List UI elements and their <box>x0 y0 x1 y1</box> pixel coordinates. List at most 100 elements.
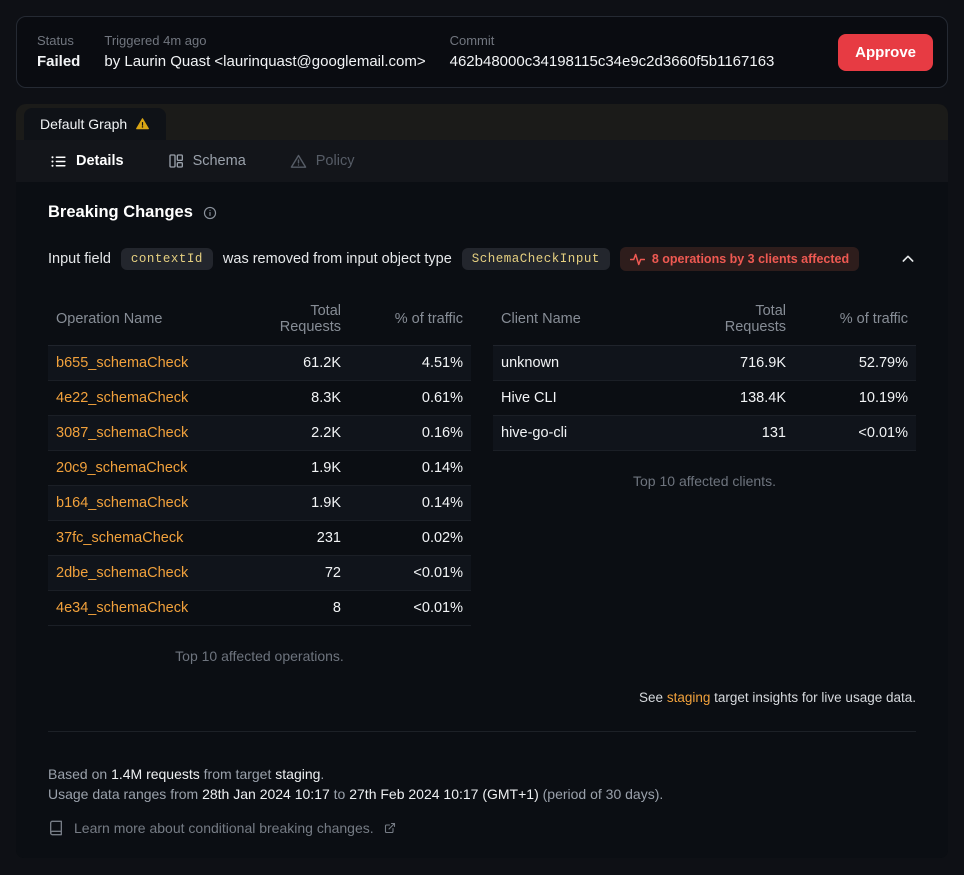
section-title: Breaking Changes <box>48 203 193 221</box>
triggered-author: by Laurin Quast <laurinquast@googlemail.… <box>104 53 426 70</box>
tab-policy-label: Policy <box>315 153 355 169</box>
tab-schema[interactable]: Schema <box>168 153 246 169</box>
requests-value: 131 <box>761 425 786 441</box>
external-link-icon <box>384 822 396 834</box>
range-to: to <box>333 786 346 802</box>
table-row: 2dbe_schemaCheck 72 <0.01% <box>48 556 471 591</box>
warning-icon <box>135 117 150 131</box>
usage-summary: Based on 1.4M requests from target stagi… <box>48 764 916 804</box>
requests-value: 1.9K <box>311 495 341 511</box>
table-row: Hive CLI 138.4K 10.19% <box>493 381 916 416</box>
commit-group: Commit 462b48000c34198115c34e9c2d3660f5b… <box>450 33 775 71</box>
tab-schema-label: Schema <box>192 153 246 169</box>
requests-value: 1.9K <box>311 460 341 476</box>
requests-value: 72 <box>324 565 341 581</box>
footer-divider <box>48 731 916 732</box>
operation-link[interactable]: b164_schemaCheck <box>56 495 189 511</box>
operation-link[interactable]: 20c9_schemaCheck <box>56 460 188 476</box>
graph-tab-label: Default Graph <box>40 116 128 132</box>
based-middle: from target <box>203 766 272 782</box>
approve-button[interactable]: Approve <box>838 33 933 71</box>
info-icon[interactable] <box>203 206 217 220</box>
clients-table: Client Name Total Requests % of traffic … <box>493 295 916 664</box>
book-icon <box>48 820 64 836</box>
affected-badge-label: 8 operations by 3 clients affected <box>651 252 850 266</box>
commit-label: Commit <box>449 33 495 48</box>
field-code-chip: contextId <box>120 248 213 270</box>
graph-tab-strip: Default Graph <box>16 104 948 140</box>
traffic-value: 0.14% <box>421 495 463 511</box>
list-icon <box>50 153 67 170</box>
tab-details-label: Details <box>76 153 124 169</box>
staging-target-link[interactable]: staging <box>666 690 711 705</box>
operation-link[interactable]: 37fc_schemaCheck <box>56 530 184 546</box>
check-summary-card: Status Failed Triggered 4m ago by Laurin… <box>16 16 948 88</box>
learn-more-label: Learn more about conditional breaking ch… <box>74 820 374 836</box>
clients-caption: Top 10 affected clients. <box>633 473 776 489</box>
range-period: (period of 30 days). <box>542 786 664 802</box>
operations-table: Operation Name Total Requests % of traff… <box>48 295 471 664</box>
tab-details[interactable]: Details <box>50 153 124 170</box>
table-row: 3087_schemaCheck 2.2K 0.16% <box>48 416 471 451</box>
requests-value: 8 <box>332 600 341 616</box>
range-end-date: 27th Feb 2024 10:17 (GMT+1) <box>349 786 539 802</box>
operation-link[interactable]: 2dbe_schemaCheck <box>56 565 189 581</box>
col-client-name: Client Name <box>501 311 581 327</box>
table-row: b655_schemaCheck 61.2K 4.51% <box>48 346 471 381</box>
breaking-changes-header: Breaking Changes <box>48 203 916 222</box>
table-row: hive-go-cli 131 <0.01% <box>493 416 916 451</box>
pulse-icon <box>629 253 645 266</box>
affected-badge: 8 operations by 3 clients affected <box>619 247 860 271</box>
check-nav-tabs: Details Schema Policy <box>16 140 948 182</box>
status-value: Failed <box>37 53 81 70</box>
col-traffic: % of traffic <box>394 311 463 327</box>
operations-caption: Top 10 affected operations. <box>175 648 344 664</box>
triggered-group: Triggered 4m ago by Laurin Quast <laurin… <box>104 33 425 71</box>
based-prefix: Based on <box>48 766 108 782</box>
change-prefix: Input field <box>48 251 111 267</box>
requests-value: 138.4K <box>740 390 786 406</box>
traffic-value: <0.01% <box>413 600 463 616</box>
insights-suffix: target insights for live usage data. <box>714 690 916 705</box>
requests-value: 61.2K <box>303 355 341 371</box>
client-name: Hive CLI <box>501 390 557 406</box>
requests-value: 2.2K <box>311 425 341 441</box>
col-traffic: % of traffic <box>839 311 908 327</box>
insights-prefix: See <box>639 690 664 705</box>
traffic-value: <0.01% <box>858 425 908 441</box>
operation-link[interactable]: b655_schemaCheck <box>56 355 189 371</box>
operations-table-header: Operation Name Total Requests % of traff… <box>48 295 471 346</box>
tab-policy[interactable]: Policy <box>290 153 355 170</box>
traffic-value: 0.16% <box>421 425 463 441</box>
table-row: b164_schemaCheck 1.9K 0.14% <box>48 486 471 521</box>
client-name: hive-go-cli <box>501 425 568 441</box>
traffic-value: 52.79% <box>858 355 908 371</box>
client-name: unknown <box>501 355 560 371</box>
change-middle: was removed from input object type <box>222 251 452 267</box>
commit-hash: 462b48000c34198115c34e9c2d3660f5b1167163 <box>449 53 775 70</box>
clients-table-header: Client Name Total Requests % of traffic <box>493 295 916 346</box>
table-row: 20c9_schemaCheck 1.9K 0.14% <box>48 451 471 486</box>
traffic-value: <0.01% <box>413 565 463 581</box>
traffic-value: 0.14% <box>421 460 463 476</box>
insights-hint: See staging target insights for live usa… <box>48 690 916 705</box>
traffic-value: 10.19% <box>858 390 908 406</box>
table-row: 4e22_schemaCheck 8.3K 0.61% <box>48 381 471 416</box>
col-total-requests: Total Requests <box>279 303 341 335</box>
usage-tables: Operation Name Total Requests % of traff… <box>48 295 916 664</box>
operation-link[interactable]: 4e34_schemaCheck <box>56 600 189 616</box>
collapse-chevron-icon[interactable] <box>900 251 916 267</box>
requests-value: 8.3K <box>311 390 341 406</box>
requests-total: 1.4M requests <box>111 766 200 782</box>
operation-link[interactable]: 3087_schemaCheck <box>56 425 189 441</box>
breaking-change-row[interactable]: Input field contextId was removed from i… <box>48 247 916 271</box>
triggered-label: Triggered 4m ago <box>104 33 207 48</box>
traffic-value: 4.51% <box>421 355 463 371</box>
schema-icon <box>168 153 184 169</box>
operation-link[interactable]: 4e22_schemaCheck <box>56 390 189 406</box>
learn-more-link[interactable]: Learn more about conditional breaking ch… <box>48 820 916 836</box>
requests-value: 716.9K <box>740 355 786 371</box>
target-name: staging <box>275 766 321 782</box>
range-prefix: Usage data ranges from <box>48 786 199 802</box>
tab-default-graph[interactable]: Default Graph <box>24 108 167 140</box>
